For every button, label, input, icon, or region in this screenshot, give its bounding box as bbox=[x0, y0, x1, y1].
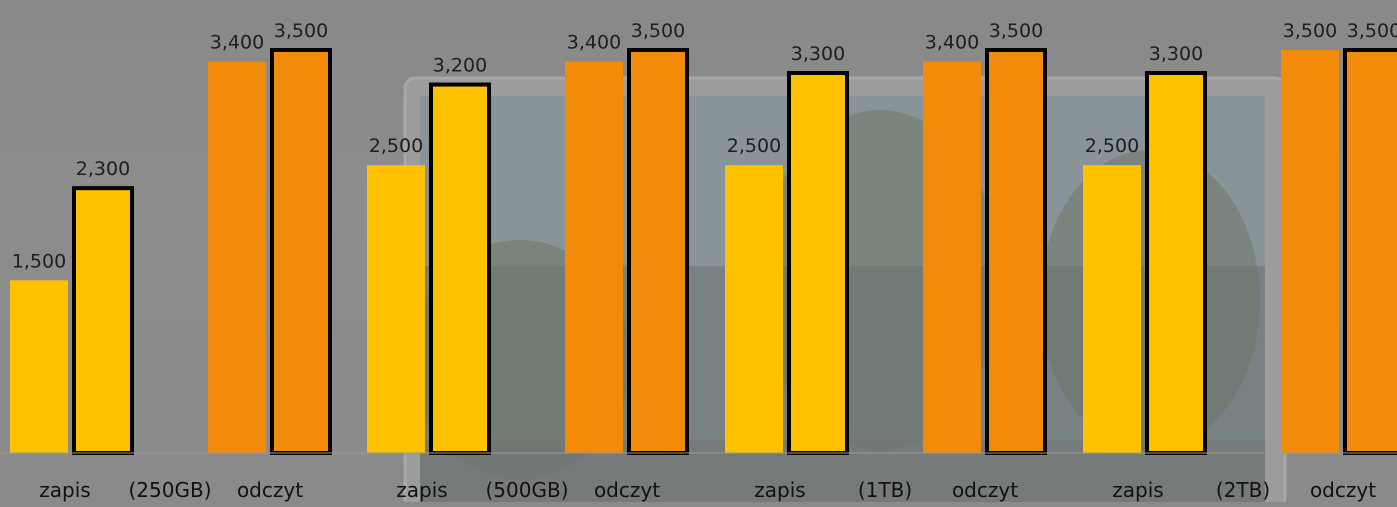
category-write-label-4: zapis bbox=[1112, 478, 1163, 502]
data-label-1-2: 2,300 bbox=[76, 158, 130, 180]
data-label-4-1: 2,500 bbox=[1085, 135, 1139, 157]
data-label-2-1: 2,500 bbox=[369, 135, 423, 157]
bar-2-3 bbox=[565, 61, 623, 454]
category-read-label-3: odczyt bbox=[952, 478, 1018, 502]
bar-3-3 bbox=[923, 61, 981, 454]
bar-1-2 bbox=[72, 186, 134, 456]
bar-1-4 bbox=[270, 48, 332, 455]
bar-1-3 bbox=[208, 61, 266, 454]
bar-2-2 bbox=[429, 82, 491, 456]
bar-2-4 bbox=[627, 48, 689, 455]
data-label-3-4: 3,500 bbox=[989, 20, 1043, 42]
bar-1-1 bbox=[10, 280, 68, 453]
data-label-2-4: 3,500 bbox=[631, 20, 685, 42]
data-label-1-3: 3,400 bbox=[210, 32, 264, 54]
data-label-1-4: 3,500 bbox=[274, 20, 328, 42]
bar-2-1 bbox=[367, 165, 425, 453]
data-label-3-3: 3,400 bbox=[925, 32, 979, 54]
bar-4-4 bbox=[1343, 48, 1397, 455]
category-write-label-3: zapis bbox=[754, 478, 805, 502]
data-label-4-2: 3,300 bbox=[1149, 43, 1203, 65]
bar-4-1 bbox=[1083, 165, 1141, 453]
data-label-2-2: 3,200 bbox=[433, 55, 487, 77]
bar-4-3 bbox=[1281, 50, 1339, 453]
data-label-2-3: 3,400 bbox=[567, 32, 621, 54]
category-capacity-label-4: (2TB) bbox=[1216, 478, 1270, 502]
bars-layer bbox=[10, 48, 1397, 456]
labels-layer: 1,500 2,300 3,400 3,500 zapis (250GB) odczyt 2,… bbox=[12, 20, 1397, 502]
data-label-3-1: 2,500 bbox=[727, 135, 781, 157]
category-read-label-4: odczyt bbox=[1310, 478, 1376, 502]
category-write-label-1: zapis bbox=[39, 478, 90, 502]
category-read-label-1: odczyt bbox=[237, 478, 303, 502]
category-capacity-label-3: (1TB) bbox=[858, 478, 912, 502]
bar-3-2 bbox=[787, 71, 849, 456]
data-label-4-4: 3,500 bbox=[1347, 20, 1397, 42]
category-read-label-2: odczyt bbox=[594, 478, 660, 502]
bar-3-1 bbox=[725, 165, 783, 453]
bar-3-4 bbox=[985, 48, 1047, 455]
data-label-3-2: 3,300 bbox=[791, 43, 845, 65]
data-label-4-3: 3,500 bbox=[1283, 20, 1337, 42]
bar-4-2 bbox=[1145, 71, 1207, 456]
data-label-1-1: 1,500 bbox=[12, 250, 66, 272]
category-capacity-label-1: (250GB) bbox=[129, 478, 212, 502]
category-capacity-label-2: (500GB) bbox=[486, 478, 569, 502]
category-write-label-2: zapis bbox=[396, 478, 447, 502]
